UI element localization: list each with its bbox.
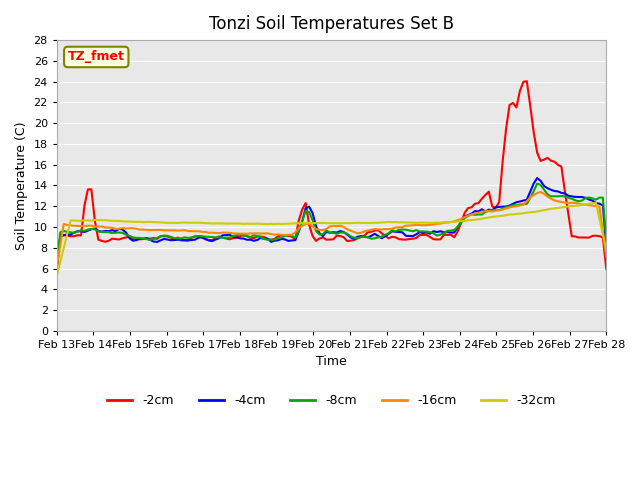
-8cm <box>579 198 586 204</box>
-8cm <box>53 262 61 267</box>
-16cm <box>502 205 510 211</box>
Legend: -2cm, -4cm, -8cm, -16cm, -32cm: -2cm, -4cm, -8cm, -16cm, -32cm <box>102 389 561 412</box>
-8cm <box>357 234 365 240</box>
-8cm <box>409 228 417 234</box>
-32cm <box>209 221 216 227</box>
-16cm <box>537 189 545 195</box>
-2cm <box>523 78 531 84</box>
-2cm <box>164 234 172 240</box>
-16cm <box>357 230 365 236</box>
-8cm <box>164 233 172 239</box>
-8cm <box>602 239 610 244</box>
-2cm <box>209 237 216 243</box>
Y-axis label: Soil Temperature (C): Soil Temperature (C) <box>15 121 28 250</box>
-4cm <box>502 204 510 209</box>
Text: TZ_fmet: TZ_fmet <box>68 50 125 63</box>
-32cm <box>592 200 600 206</box>
-4cm <box>209 238 216 244</box>
-8cm <box>209 234 216 240</box>
-8cm <box>533 180 541 186</box>
-32cm <box>602 247 610 253</box>
-32cm <box>502 212 510 218</box>
-16cm <box>209 230 216 236</box>
Line: -4cm: -4cm <box>57 178 606 268</box>
-4cm <box>164 237 172 242</box>
-2cm <box>53 265 61 271</box>
-2cm <box>602 266 610 272</box>
-32cm <box>357 220 365 226</box>
-4cm <box>533 175 541 181</box>
-4cm <box>409 233 417 239</box>
-32cm <box>409 220 417 226</box>
Line: -2cm: -2cm <box>57 81 606 269</box>
Line: -16cm: -16cm <box>57 192 606 266</box>
-4cm <box>53 265 61 271</box>
-32cm <box>164 220 172 226</box>
-16cm <box>53 264 61 269</box>
Line: -32cm: -32cm <box>57 203 606 276</box>
-4cm <box>602 244 610 250</box>
-2cm <box>579 235 586 240</box>
-32cm <box>575 203 582 208</box>
Line: -8cm: -8cm <box>57 183 606 264</box>
-2cm <box>502 126 510 132</box>
-4cm <box>357 233 365 239</box>
-2cm <box>409 236 417 241</box>
-16cm <box>579 202 586 207</box>
-4cm <box>579 194 586 200</box>
-32cm <box>53 273 61 278</box>
-16cm <box>164 228 172 233</box>
-16cm <box>409 222 417 228</box>
X-axis label: Time: Time <box>316 355 347 369</box>
-8cm <box>502 204 510 210</box>
-16cm <box>602 254 610 260</box>
Title: Tonzi Soil Temperatures Set B: Tonzi Soil Temperatures Set B <box>209 15 454 33</box>
-2cm <box>357 234 365 240</box>
